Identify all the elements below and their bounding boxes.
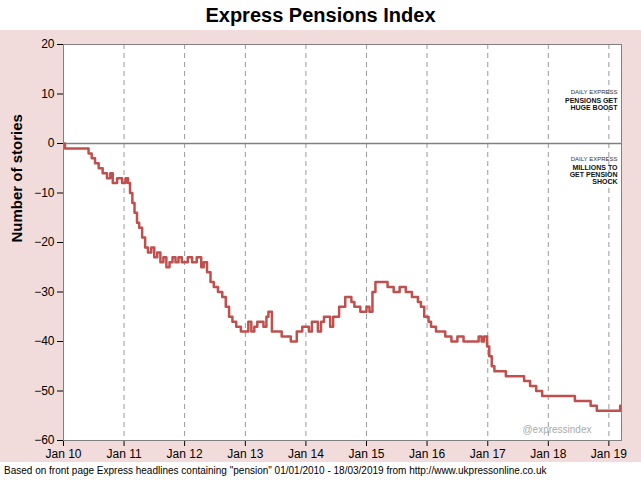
svg-text:MILLIONS TOGET PENSIONSHOCK: MILLIONS TOGET PENSIONSHOCK	[570, 164, 618, 185]
svg-text:20: 20	[41, 37, 55, 51]
svg-text:Jan 16: Jan 16	[409, 447, 445, 461]
svg-text:10: 10	[41, 87, 55, 101]
svg-text:Jan 17: Jan 17	[470, 447, 506, 461]
svg-text:−50: −50	[34, 384, 55, 398]
html-text:Based on front page Express he: Based on front page Express headlines co…	[4, 465, 547, 476]
svg-text:Jan 15: Jan 15	[348, 447, 384, 461]
svg-text:@expressindex: @expressindex	[522, 424, 591, 435]
svg-text:−10: −10	[34, 186, 55, 200]
svg-text:Jan 12: Jan 12	[167, 447, 203, 461]
svg-text:Jan 13: Jan 13	[227, 447, 263, 461]
svg-text:PENSIONS GETHUGE BOOST: PENSIONS GETHUGE BOOST	[565, 97, 618, 111]
svg-text:0: 0	[48, 136, 55, 150]
svg-text:Jan 19: Jan 19	[591, 447, 627, 461]
svg-text:DAILY EXPRESS: DAILY EXPRESS	[571, 89, 618, 95]
svg-text:−40: −40	[34, 334, 55, 348]
svg-text:−30: −30	[34, 285, 55, 299]
svg-text:Jan 14: Jan 14	[288, 447, 324, 461]
svg-text:Jan 18: Jan 18	[530, 447, 566, 461]
svg-text:−20: −20	[34, 235, 55, 249]
svg-text:Jan 11: Jan 11	[106, 447, 141, 461]
svg-text:DAILY EXPRESS: DAILY EXPRESS	[571, 156, 618, 162]
svg-text:Number of stories: Number of stories	[8, 114, 25, 242]
svg-text:Jan 10: Jan 10	[45, 447, 81, 461]
html-text:Express Pensions Index: Express Pensions Index	[205, 4, 436, 26]
svg-text:−60: −60	[34, 433, 55, 447]
